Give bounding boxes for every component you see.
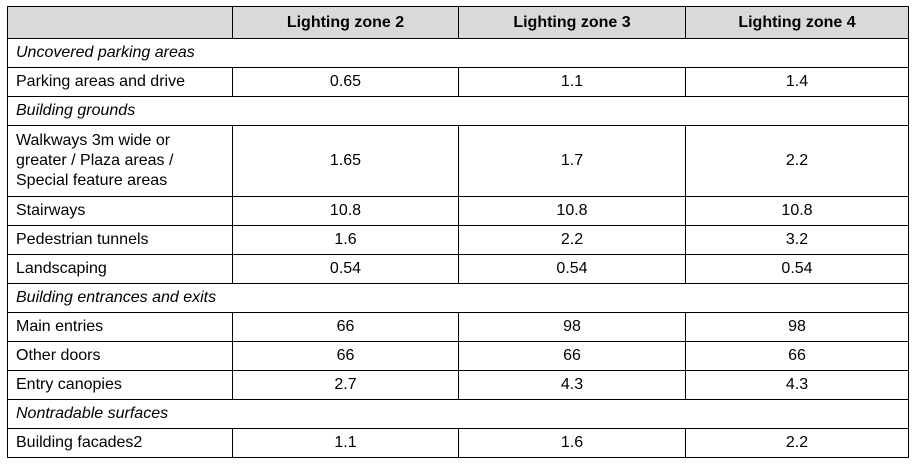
- value-cell: 10.8: [458, 196, 686, 226]
- row-label: Building facades2: [7, 428, 233, 458]
- section-label: Building grounds: [7, 96, 909, 126]
- value-cell: 98: [685, 312, 909, 342]
- value-cell: 0.54: [232, 254, 459, 284]
- data-row: Pedestrian tunnels 1.6 2.2 3.2: [7, 225, 909, 255]
- value-cell: 1.6: [458, 428, 686, 458]
- value-cell: 66: [232, 341, 459, 371]
- value-cell: 66: [232, 312, 459, 342]
- section-row: Building grounds: [7, 96, 909, 126]
- data-row: Main entries 66 98 98: [7, 312, 909, 342]
- section-row: Nontradable surfaces: [7, 399, 909, 429]
- column-header: Lighting zone 2: [232, 6, 459, 39]
- value-cell: 1.65: [232, 125, 459, 197]
- value-cell: 0.54: [458, 254, 686, 284]
- data-row: Other doors 66 66 66: [7, 341, 909, 371]
- section-row: Building entrances and exits: [7, 283, 909, 313]
- row-label: Other doors: [7, 341, 233, 371]
- value-cell: 66: [458, 341, 686, 371]
- value-cell: 10.8: [685, 196, 909, 226]
- lighting-table: Lighting zone 2 Lighting zone 3 Lighting…: [7, 6, 909, 458]
- row-label: Parking areas and drive: [7, 67, 233, 97]
- value-cell: 10.8: [232, 196, 459, 226]
- row-label: Entry canopies: [7, 370, 233, 400]
- value-cell: 2.7: [232, 370, 459, 400]
- data-row: Walkways 3m wide or greater / Plaza area…: [7, 125, 909, 197]
- value-cell: 0.65: [232, 67, 459, 97]
- data-row: Parking areas and drive 0.65 1.1 1.4: [7, 67, 909, 97]
- value-cell: 1.7: [458, 125, 686, 197]
- row-label: Walkways 3m wide or greater / Plaza area…: [7, 125, 233, 197]
- data-row: Building facades2 1.1 1.6 2.2: [7, 428, 909, 458]
- value-cell: 66: [685, 341, 909, 371]
- data-row: Stairways 10.8 10.8 10.8: [7, 196, 909, 226]
- value-cell: 4.3: [685, 370, 909, 400]
- section-label: Uncovered parking areas: [7, 38, 909, 68]
- value-cell: 1.1: [458, 67, 686, 97]
- value-cell: 2.2: [685, 428, 909, 458]
- value-cell: 2.2: [458, 225, 686, 255]
- data-row: Entry canopies 2.7 4.3 4.3: [7, 370, 909, 400]
- section-row: Uncovered parking areas: [7, 38, 909, 68]
- table-body: Uncovered parking areas Parking areas and…: [7, 38, 909, 458]
- row-label: Stairways: [7, 196, 233, 226]
- value-cell: 4.3: [458, 370, 686, 400]
- row-label: Pedestrian tunnels: [7, 225, 233, 255]
- value-cell: 1.6: [232, 225, 459, 255]
- value-cell: 0.54: [685, 254, 909, 284]
- column-header: Lighting zone 4: [685, 6, 909, 39]
- row-label: Landscaping: [7, 254, 233, 284]
- header-corner: [7, 6, 233, 39]
- value-cell: 2.2: [685, 125, 909, 197]
- value-cell: 3.2: [685, 225, 909, 255]
- section-label: Building entrances and exits: [7, 283, 909, 313]
- data-row: Landscaping 0.54 0.54 0.54: [7, 254, 909, 284]
- value-cell: 1.1: [232, 428, 459, 458]
- section-label: Nontradable surfaces: [7, 399, 909, 429]
- value-cell: 98: [458, 312, 686, 342]
- column-header: Lighting zone 3: [458, 6, 686, 39]
- row-label: Main entries: [7, 312, 233, 342]
- header-row: Lighting zone 2 Lighting zone 3 Lighting…: [7, 6, 909, 39]
- value-cell: 1.4: [685, 67, 909, 97]
